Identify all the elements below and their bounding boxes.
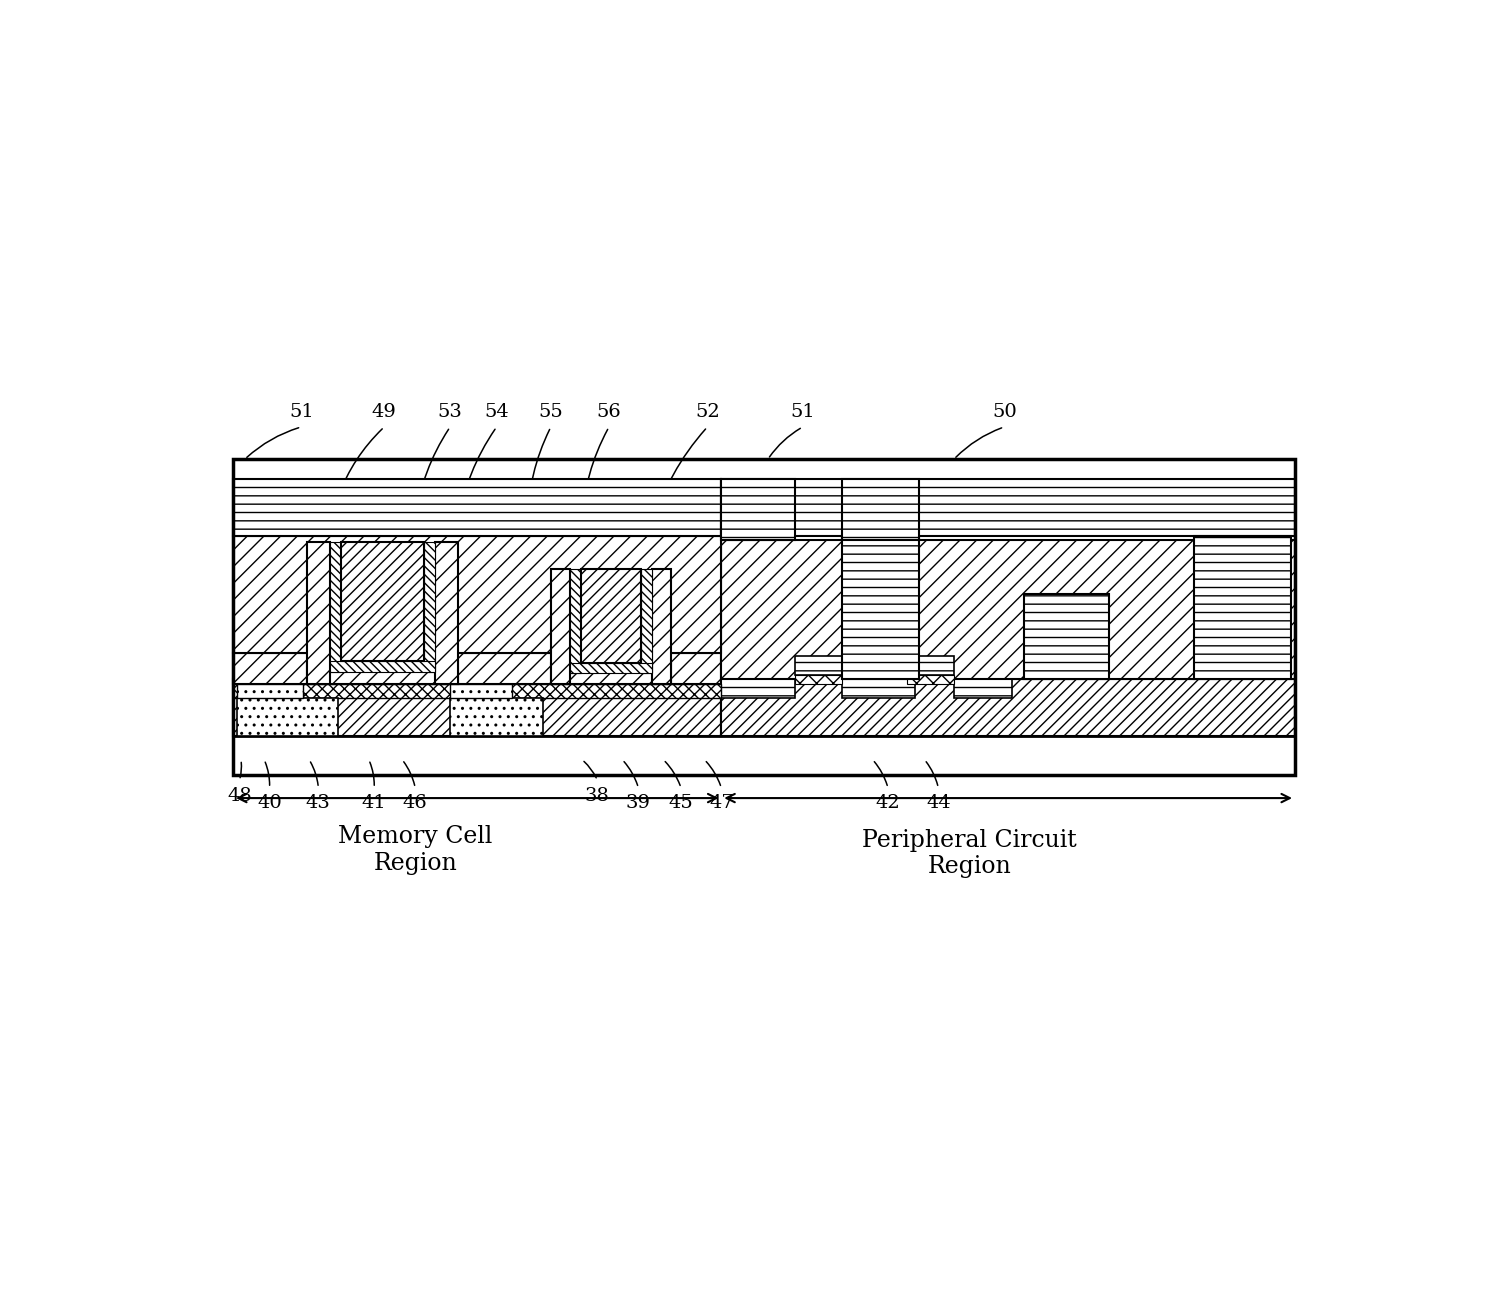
Bar <box>908 656 954 674</box>
Bar <box>794 656 842 674</box>
Text: 50: 50 <box>991 403 1017 421</box>
Bar <box>721 541 1294 678</box>
Text: 43: 43 <box>306 794 331 812</box>
Bar <box>794 674 842 684</box>
Text: 55: 55 <box>539 403 563 421</box>
Text: 40: 40 <box>257 794 282 812</box>
Bar <box>233 479 721 537</box>
Bar <box>233 459 1294 775</box>
Text: 54: 54 <box>484 403 509 421</box>
Text: 48: 48 <box>227 786 252 804</box>
Bar <box>721 678 1294 736</box>
Bar <box>306 542 330 684</box>
Bar <box>434 542 458 684</box>
Bar <box>1194 537 1291 678</box>
Text: 39: 39 <box>626 794 651 812</box>
Bar <box>237 698 337 736</box>
Text: 53: 53 <box>437 403 463 421</box>
Text: 51: 51 <box>790 403 815 421</box>
Text: 47: 47 <box>709 794 733 812</box>
Text: 42: 42 <box>875 794 900 812</box>
Bar <box>581 568 640 663</box>
Bar <box>330 661 434 672</box>
Bar <box>551 663 670 684</box>
Bar <box>306 661 458 684</box>
Bar <box>449 684 512 698</box>
Bar <box>721 479 794 541</box>
Bar <box>449 698 543 736</box>
Bar <box>721 479 1294 537</box>
Bar <box>233 684 721 698</box>
Bar <box>340 542 424 661</box>
Text: 45: 45 <box>669 794 693 812</box>
Bar <box>908 674 954 684</box>
Bar <box>237 684 303 698</box>
Bar <box>842 660 915 698</box>
Text: 52: 52 <box>696 403 720 421</box>
Bar <box>233 653 721 684</box>
Text: 38: 38 <box>585 786 609 804</box>
Text: 44: 44 <box>926 794 951 812</box>
Bar <box>640 568 651 673</box>
Text: 49: 49 <box>372 403 397 421</box>
Text: 51: 51 <box>290 403 314 421</box>
Bar <box>842 537 920 678</box>
Bar <box>233 736 1294 775</box>
Bar <box>651 568 670 684</box>
Bar <box>1024 594 1109 678</box>
Text: Memory Cell
Region: Memory Cell Region <box>337 825 493 875</box>
Bar <box>570 568 581 673</box>
Bar <box>721 660 794 698</box>
Text: 56: 56 <box>597 403 621 421</box>
Text: Peripheral Circuit
Region: Peripheral Circuit Region <box>861 829 1076 879</box>
Bar <box>330 542 340 672</box>
Bar <box>424 542 434 672</box>
Bar <box>233 678 721 736</box>
Text: 41: 41 <box>361 794 387 812</box>
Bar <box>551 568 570 684</box>
Bar <box>842 479 920 541</box>
Bar <box>570 663 651 673</box>
Bar <box>233 537 721 653</box>
Bar <box>954 660 1012 698</box>
Text: 46: 46 <box>403 794 427 812</box>
